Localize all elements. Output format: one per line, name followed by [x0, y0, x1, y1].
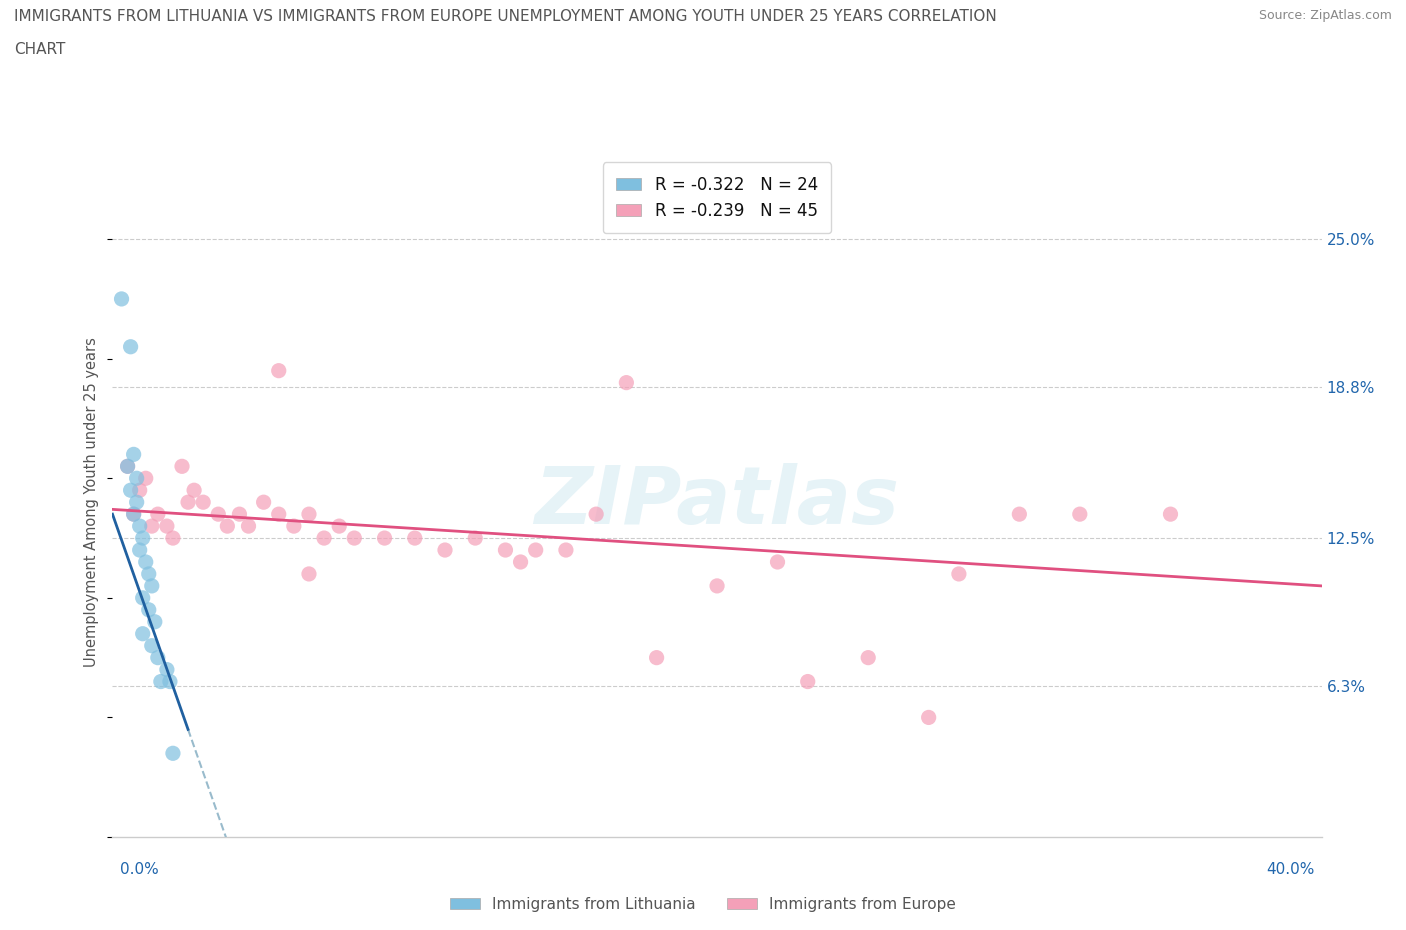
- Y-axis label: Unemployment Among Youth under 25 years: Unemployment Among Youth under 25 years: [84, 338, 100, 667]
- Point: [404, 531, 426, 546]
- Point: [524, 542, 547, 557]
- Point: [125, 471, 148, 485]
- Point: [170, 458, 193, 473]
- Point: [1008, 507, 1031, 522]
- Legend: R = -0.322   N = 24, R = -0.239   N = 45: R = -0.322 N = 24, R = -0.239 N = 45: [603, 163, 831, 233]
- Point: [554, 542, 576, 557]
- Point: [141, 638, 163, 653]
- Point: [267, 364, 290, 379]
- Text: Source: ZipAtlas.com: Source: ZipAtlas.com: [1258, 9, 1392, 22]
- Text: 40.0%: 40.0%: [1267, 862, 1315, 877]
- Point: [434, 542, 457, 557]
- Point: [616, 375, 638, 390]
- Point: [283, 519, 305, 534]
- Point: [298, 507, 321, 522]
- Point: [238, 519, 260, 534]
- Text: 0.0%: 0.0%: [120, 862, 159, 877]
- Point: [135, 471, 157, 485]
- Point: [122, 447, 145, 462]
- Point: [585, 507, 607, 522]
- Point: [183, 483, 205, 498]
- Point: [217, 519, 239, 534]
- Point: [464, 531, 486, 546]
- Point: [149, 674, 172, 689]
- Point: [328, 519, 350, 534]
- Point: [267, 507, 290, 522]
- Point: [120, 483, 142, 498]
- Point: [207, 507, 229, 522]
- Point: [156, 662, 179, 677]
- Point: [146, 650, 169, 665]
- Point: [156, 519, 179, 534]
- Point: [132, 591, 155, 605]
- Point: [141, 578, 163, 593]
- Point: [343, 531, 366, 546]
- Point: [128, 483, 150, 498]
- Point: [128, 542, 150, 557]
- Point: [117, 458, 139, 473]
- Point: [495, 542, 517, 557]
- Point: [645, 650, 668, 665]
- Point: [1159, 507, 1181, 522]
- Text: ZIPatlas: ZIPatlas: [534, 463, 900, 541]
- Point: [125, 495, 148, 510]
- Point: [120, 339, 142, 354]
- Point: [918, 710, 941, 724]
- Point: [858, 650, 880, 665]
- Point: [128, 519, 150, 534]
- Point: [122, 507, 145, 522]
- Point: [159, 674, 181, 689]
- Point: [509, 554, 531, 569]
- Point: [1069, 507, 1091, 522]
- Point: [162, 746, 184, 761]
- Point: [117, 458, 139, 473]
- Point: [948, 566, 970, 581]
- Point: [766, 554, 789, 569]
- Point: [177, 495, 200, 510]
- Point: [122, 507, 145, 522]
- Point: [796, 674, 818, 689]
- Point: [191, 495, 215, 510]
- Point: [706, 578, 728, 593]
- Point: [374, 531, 396, 546]
- Point: [228, 507, 250, 522]
- Point: [138, 603, 160, 618]
- Point: [253, 495, 276, 510]
- Point: [314, 531, 336, 546]
- Point: [138, 566, 160, 581]
- Point: [132, 531, 155, 546]
- Point: [110, 291, 132, 306]
- Point: [132, 626, 155, 641]
- Point: [298, 566, 321, 581]
- Point: [135, 554, 157, 569]
- Point: [162, 531, 184, 546]
- Text: IMMIGRANTS FROM LITHUANIA VS IMMIGRANTS FROM EUROPE UNEMPLOYMENT AMONG YOUTH UND: IMMIGRANTS FROM LITHUANIA VS IMMIGRANTS …: [14, 9, 997, 24]
- Point: [143, 615, 166, 630]
- Text: CHART: CHART: [14, 42, 66, 57]
- Point: [141, 519, 163, 534]
- Legend: Immigrants from Lithuania, Immigrants from Europe: Immigrants from Lithuania, Immigrants fr…: [443, 891, 963, 918]
- Point: [146, 507, 169, 522]
